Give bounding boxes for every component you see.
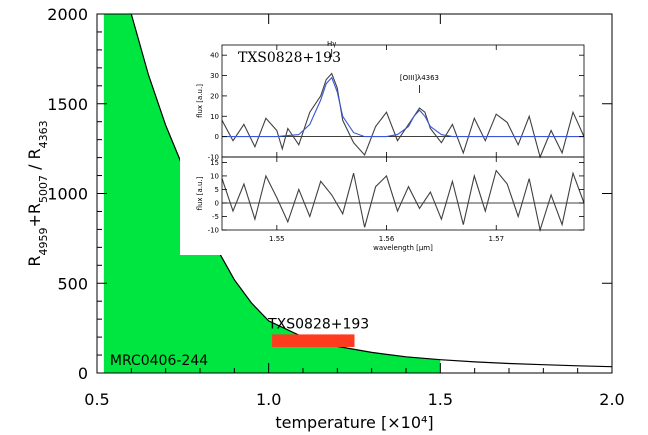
y-tick-label: 2000 (47, 5, 88, 24)
inset-y-tick-label: 20 (210, 92, 219, 100)
inset-x-tick-label: 1.57 (488, 235, 504, 243)
inset-background (180, 30, 600, 255)
y-title-subscript: 5007 (37, 175, 50, 203)
inset-plot: -10 0 10 20 30 40 flux [a.u.] -10 -5 0 5 10 15 1.55 1… (180, 30, 600, 255)
y-title-part: +R (25, 203, 44, 228)
y-axis-title: R4959+R5007 / R4363 (25, 120, 50, 266)
x-tick-label: 1.5 (428, 390, 453, 409)
inset-y-label: flux [a.u.] (196, 176, 204, 210)
inset-y-tick-label: -5 (212, 213, 219, 221)
panel-frame (221, 156, 585, 231)
inset-x-tick-label: 1.56 (379, 235, 395, 243)
fit-line (222, 76, 584, 138)
inset-y-tick-label: -10 (208, 154, 219, 162)
y-tick-label: 1000 (47, 185, 88, 204)
inset-y-tick-label: 0 (215, 133, 219, 141)
inset-y-tick-label: 10 (210, 113, 219, 121)
y-tick-label: 500 (57, 274, 88, 293)
main-plot: TXS0828+193 MRC0406-244 0.5 1.0 1.5 2.00500… (25, 5, 625, 432)
x-axis-title: temperature [×10⁴] (275, 413, 433, 432)
inset-title: TXS0828+193 (238, 50, 341, 66)
y-title-subscript: 4959 (37, 228, 50, 256)
spectrum-line (221, 169, 585, 233)
y-tick-label: 0 (78, 364, 88, 383)
y-title-part: / R (25, 148, 44, 175)
y-title-part: R (25, 256, 44, 267)
red-box-label: TXS0828+193 (267, 316, 369, 332)
inset-y-tick-label: 0 (215, 199, 219, 207)
inset-y-tick-label: 5 (215, 186, 219, 194)
inset-y-label: flux [a.u.] (196, 84, 204, 118)
inset-y-tick-label: 10 (210, 172, 219, 180)
red-box (272, 334, 355, 347)
inset-bottom-panel: -10 -5 0 5 10 15 1.55 1.56 1.57 flux [a.u.] (196, 156, 585, 243)
x-tick-label: 2.0 (599, 390, 624, 409)
inset-y-tick-label: 30 (210, 72, 219, 80)
spectrum-line (221, 72, 585, 159)
green-region (103, 14, 441, 373)
y-tick-label: 1500 (47, 95, 88, 114)
annotation-hgamma: Hγ (327, 40, 336, 48)
inset-y-tick-label: 15 (210, 159, 219, 167)
green-region-label: MRC0406-244 (110, 353, 208, 369)
x-tick-label: 1.0 (256, 390, 281, 409)
y-title-subscript: 4363 (37, 120, 50, 148)
inset-y-tick-label: -10 (208, 227, 219, 235)
inset-y-tick-label: 40 (210, 52, 219, 60)
inset-x-label: wavelength [μm] (373, 244, 433, 252)
inset-x-tick-label: 1.55 (269, 235, 285, 243)
annotation-oiii: [OIII]λ4363 (400, 74, 439, 82)
x-tick-label: 0.5 (84, 390, 109, 409)
inset-top-panel: -10 0 10 20 30 40 flux [a.u.] (196, 44, 585, 162)
